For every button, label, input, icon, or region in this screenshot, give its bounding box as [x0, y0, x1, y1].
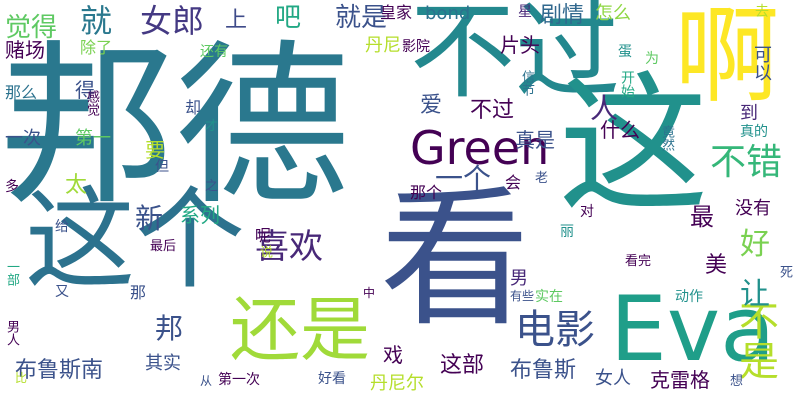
- word-53: 之: [205, 179, 219, 194]
- word-78: 看完: [625, 254, 652, 269]
- word-77: 让: [740, 277, 770, 312]
- word-41: 爱: [420, 93, 443, 118]
- word-92: 布鲁斯南: [15, 358, 104, 383]
- word-48: 竟然: [659, 125, 674, 151]
- word-6: Eva: [610, 277, 776, 382]
- word-91: 想: [730, 374, 744, 389]
- word-13: 就: [80, 2, 113, 40]
- word-21: bond: [425, 3, 471, 24]
- word-39: 却: [185, 98, 202, 117]
- word-93: 比: [15, 371, 28, 385]
- word-17: 就是: [335, 3, 388, 33]
- word-3: 不过: [410, 0, 621, 113]
- word-24: 赌场: [5, 38, 45, 62]
- word-1: 看: [380, 173, 531, 347]
- word-57: 会: [505, 173, 522, 192]
- word-97: 丹尼尔: [370, 373, 424, 394]
- word-68: 最后: [150, 239, 177, 254]
- word-2: 这个: [25, 176, 245, 304]
- word-51: 要: [145, 138, 165, 162]
- word-36: 那么: [5, 83, 38, 102]
- word-62: 系列: [180, 203, 220, 227]
- word-94: 从: [200, 374, 213, 388]
- word-56: 那个: [410, 183, 443, 202]
- word-70: 一部: [4, 260, 19, 286]
- word-7: 还是: [230, 289, 370, 371]
- word-14: 女郎: [140, 2, 205, 40]
- word-86: 戏: [383, 343, 403, 367]
- word-18: 剧情: [540, 3, 585, 28]
- word-12: 不是: [732, 300, 778, 380]
- word-49: 一次: [5, 128, 41, 149]
- word-0: 邦德: [0, 26, 350, 229]
- word-55: 一个: [435, 162, 492, 195]
- word-74: 那: [130, 283, 147, 302]
- word-60: 太: [65, 173, 88, 198]
- word-63: 对: [580, 204, 594, 220]
- word-10: 不错: [710, 142, 783, 183]
- word-64: 没有: [735, 198, 771, 219]
- word-35: 还有: [200, 44, 228, 60]
- word-44: 什么: [600, 118, 640, 142]
- word-11: 喜欢: [255, 227, 323, 267]
- word-38: 感觉: [84, 90, 99, 116]
- word-67: 呢: [255, 226, 272, 245]
- word-34: 信节: [519, 70, 534, 96]
- word-84: 动作: [675, 289, 703, 305]
- word-65: 好: [740, 227, 770, 262]
- word-95: 第一次: [218, 372, 260, 388]
- word-27: 影院: [402, 39, 430, 55]
- word-79: 死: [777, 265, 792, 278]
- word-26: 丹尼: [365, 35, 401, 56]
- word-42: 不过: [470, 98, 515, 123]
- word-85: 其实: [145, 353, 181, 374]
- word-52: 但: [155, 159, 169, 175]
- word-75: 男: [510, 268, 528, 289]
- word-46: 到: [740, 103, 758, 124]
- word-30: 去: [755, 4, 769, 20]
- word-90: 克雷格: [650, 368, 710, 392]
- word-33: 开始: [619, 70, 635, 98]
- word-15: 上: [225, 8, 248, 33]
- word-59: 最: [690, 203, 714, 231]
- word-80: 男人: [4, 320, 19, 346]
- word-66: 给: [55, 219, 69, 235]
- word-71: 说: [257, 245, 272, 258]
- word-22: 星: [518, 4, 532, 20]
- word-29: 可以: [751, 45, 772, 81]
- word-61: 新: [135, 202, 164, 235]
- word-20: 皇家: [380, 3, 413, 22]
- word-47: 真的: [740, 124, 768, 140]
- word-73: 中: [363, 286, 376, 300]
- word-96: 好看: [318, 371, 346, 387]
- word-37: 得: [75, 78, 95, 102]
- word-69: 丽: [560, 224, 574, 240]
- word-87: 这部: [440, 353, 485, 378]
- word-32: 为: [645, 51, 659, 67]
- word-45: 真是: [515, 128, 555, 152]
- word-50: 第一: [75, 128, 111, 149]
- word-43: 人: [590, 92, 619, 125]
- word-9: 电影: [515, 307, 595, 353]
- word-82: 有些: [510, 289, 535, 303]
- word-88: 布鲁斯: [510, 358, 577, 383]
- word-4: 这: [533, 65, 707, 215]
- word-76: 美: [705, 253, 728, 278]
- word-89: 女人: [595, 368, 631, 389]
- word-5: 啊: [657, 0, 779, 105]
- word-31: 蛋: [618, 44, 632, 60]
- word-19: 怎么: [595, 3, 631, 24]
- word-28: 片头: [500, 33, 540, 57]
- word-40: 才: [205, 119, 219, 134]
- word-8: Green: [410, 121, 550, 175]
- word-23: 觉得: [5, 13, 58, 43]
- word-16: 吧: [275, 3, 302, 33]
- word-81: 邦: [155, 312, 184, 345]
- word-83: 实在: [535, 289, 563, 305]
- word-54: 多: [5, 179, 19, 195]
- word-25: 除了: [80, 38, 113, 57]
- word-58: 老: [535, 171, 549, 186]
- word-72: 又: [55, 284, 69, 300]
